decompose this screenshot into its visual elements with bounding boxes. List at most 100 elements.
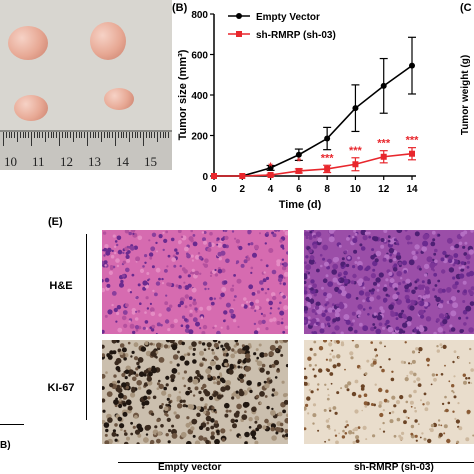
- cell-nucleus: [208, 395, 214, 401]
- cell-nucleus: [203, 231, 207, 234]
- cell-nucleus: [442, 331, 446, 334]
- cell-nucleus: [151, 412, 155, 416]
- cell-nucleus: [319, 328, 325, 334]
- cell-nucleus: [173, 386, 178, 391]
- cell-nucleus: [256, 356, 259, 360]
- cell-nucleus: [429, 262, 436, 269]
- cell-nucleus: [385, 278, 389, 282]
- cell-nucleus: [170, 374, 176, 380]
- ruler-tick: [159, 132, 161, 138]
- cell-nucleus: [470, 286, 474, 291]
- cell-nucleus: [343, 270, 348, 276]
- data-point-0: [324, 135, 331, 142]
- cell-nucleus: [328, 418, 330, 420]
- cell-nucleus: [114, 360, 119, 366]
- cell-nucleus: [257, 320, 263, 325]
- cell-nucleus: [361, 409, 363, 412]
- cell-nucleus: [113, 399, 119, 405]
- cell-nucleus: [102, 279, 104, 283]
- cell-nucleus: [405, 235, 411, 241]
- cell-nucleus: [305, 236, 309, 239]
- cell-nucleus: [102, 344, 105, 349]
- ki67-empty-vector-image: [102, 340, 288, 444]
- legend-marker-1: [236, 31, 242, 37]
- cell-nucleus: [370, 403, 374, 406]
- cell-nucleus: [266, 377, 270, 381]
- cell-nucleus: [195, 370, 200, 375]
- cell-nucleus: [400, 360, 404, 364]
- y-tick-label: 0: [202, 172, 208, 183]
- cell-nucleus: [398, 261, 402, 266]
- cell-nucleus: [224, 385, 231, 391]
- cell-nucleus: [165, 403, 169, 407]
- cell-nucleus: [420, 314, 425, 319]
- cell-nucleus: [392, 267, 398, 272]
- cell-nucleus: [102, 329, 105, 334]
- cell-nucleus: [378, 387, 383, 393]
- cell-nucleus: [146, 272, 150, 275]
- cell-nucleus: [150, 311, 156, 317]
- cell-nucleus: [308, 284, 312, 289]
- cell-nucleus: [126, 436, 130, 441]
- cell-nucleus: [135, 373, 139, 377]
- cell-nucleus: [374, 355, 377, 358]
- cell-nucleus: [167, 254, 171, 258]
- cell-nucleus: [417, 284, 424, 290]
- cell-nucleus: [182, 404, 186, 408]
- cell-nucleus: [314, 364, 317, 367]
- cell-nucleus: [158, 277, 161, 281]
- cell-nucleus: [269, 318, 273, 323]
- cell-nucleus: [156, 438, 161, 444]
- cell-nucleus: [213, 422, 220, 428]
- cell-nucleus: [261, 319, 266, 324]
- cell-nucleus: [317, 305, 324, 311]
- cell-nucleus: [274, 376, 278, 379]
- cell-nucleus: [130, 392, 136, 398]
- cell-nucleus: [373, 312, 377, 316]
- cell-nucleus: [427, 438, 432, 444]
- ruler-tick: [14, 132, 16, 138]
- cell-nucleus: [257, 382, 262, 386]
- cell-nucleus: [372, 360, 377, 365]
- cell-nucleus: [350, 356, 354, 360]
- cell-nucleus: [261, 363, 266, 368]
- cell-nucleus: [357, 426, 361, 429]
- cell-nucleus: [404, 341, 407, 344]
- cell-nucleus: [231, 284, 235, 287]
- cell-nucleus: [184, 294, 189, 299]
- cell-nucleus: [282, 330, 286, 334]
- cell-nucleus: [262, 425, 267, 430]
- x-tick-label: 12: [378, 184, 390, 195]
- cell-nucleus: [255, 359, 259, 363]
- cell-nucleus: [370, 326, 375, 332]
- cell-nucleus: [272, 295, 277, 301]
- ruler-tick: [70, 132, 72, 138]
- cell-nucleus: [194, 254, 200, 260]
- cell-nucleus: [253, 330, 259, 334]
- cell-nucleus: [116, 433, 119, 437]
- cell-nucleus: [192, 359, 197, 364]
- x-axis-label: Time (d): [279, 199, 322, 210]
- cell-nucleus: [454, 243, 460, 249]
- ruler-tick: [131, 132, 133, 138]
- cell-nucleus: [305, 270, 309, 274]
- cell-nucleus: [250, 271, 253, 274]
- cell-nucleus: [275, 431, 279, 435]
- cell-nucleus: [104, 244, 109, 249]
- cell-nucleus: [116, 305, 122, 310]
- cell-nucleus: [150, 350, 157, 357]
- cell-nucleus: [317, 429, 320, 432]
- cell-nucleus: [212, 326, 215, 329]
- cell-nucleus: [393, 434, 397, 438]
- cell-nucleus: [470, 230, 474, 233]
- cell-nucleus: [185, 324, 190, 329]
- cell-nucleus: [191, 341, 197, 347]
- cell-nucleus: [173, 264, 177, 268]
- cell-nucleus: [166, 265, 169, 268]
- cell-nucleus: [364, 405, 368, 408]
- cell-nucleus: [379, 365, 382, 369]
- cell-nucleus: [362, 425, 367, 430]
- cell-nucleus: [368, 306, 372, 310]
- cell-nucleus: [205, 427, 210, 431]
- cell-nucleus: [337, 278, 341, 282]
